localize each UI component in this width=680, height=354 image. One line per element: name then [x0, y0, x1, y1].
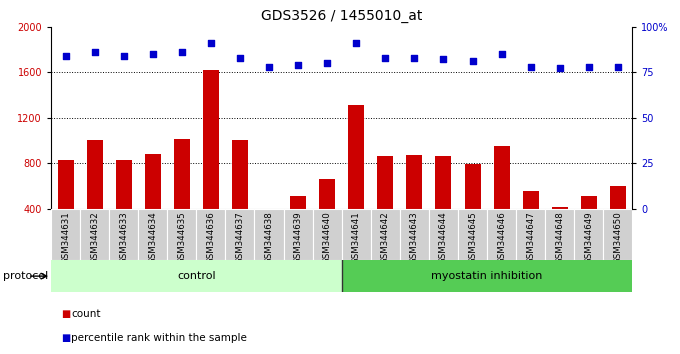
Point [60, 53, 71, 58]
Bar [581, 196, 597, 255]
Point [264, 64, 275, 69]
Point [89, 49, 100, 55]
Point [525, 64, 536, 69]
Point [467, 58, 478, 64]
Bar [574, 209, 603, 260]
Bar [603, 209, 632, 260]
Bar [284, 209, 313, 260]
Text: control: control [177, 271, 216, 281]
Text: GSM344649: GSM344649 [584, 211, 593, 264]
Bar [197, 209, 225, 260]
Text: myostatin inhibition: myostatin inhibition [431, 271, 543, 281]
Point [613, 64, 624, 69]
Bar [290, 196, 306, 255]
Text: ■: ■ [61, 309, 71, 319]
Bar [51, 209, 80, 260]
Bar [167, 209, 197, 260]
Bar [109, 209, 138, 260]
Text: GSM344646: GSM344646 [497, 211, 506, 264]
Text: GSM344633: GSM344633 [119, 211, 128, 264]
Point [148, 51, 158, 57]
Text: GSM344647: GSM344647 [526, 211, 535, 264]
Text: GSM344644: GSM344644 [439, 211, 448, 264]
Bar [116, 160, 132, 255]
Text: GSM344634: GSM344634 [148, 211, 157, 264]
Bar [174, 139, 190, 255]
Point [496, 51, 507, 57]
Bar [407, 155, 422, 255]
Text: GSM344641: GSM344641 [352, 211, 360, 264]
Text: GSM344640: GSM344640 [323, 211, 332, 264]
Bar [203, 70, 219, 255]
Bar [254, 209, 284, 260]
Point [438, 57, 449, 62]
Bar [348, 105, 364, 255]
Bar [51, 209, 632, 260]
Text: GSM344638: GSM344638 [265, 211, 273, 264]
Text: GSM344636: GSM344636 [207, 211, 216, 264]
Bar [225, 209, 254, 260]
Bar [516, 209, 545, 260]
Text: protocol: protocol [3, 271, 49, 281]
Bar [51, 260, 341, 292]
Bar [435, 156, 452, 255]
Point [118, 53, 129, 58]
Point [583, 64, 594, 69]
Title: GDS3526 / 1455010_at: GDS3526 / 1455010_at [261, 9, 422, 23]
Point [235, 55, 245, 61]
Bar [145, 154, 160, 255]
Bar [232, 141, 248, 255]
Bar [319, 179, 335, 255]
Bar [429, 209, 458, 260]
Point [351, 40, 362, 46]
Point [176, 49, 187, 55]
Bar [458, 209, 487, 260]
Bar [341, 260, 632, 292]
Bar [341, 209, 371, 260]
Bar [487, 209, 516, 260]
Text: ■: ■ [61, 333, 71, 343]
Bar [80, 209, 109, 260]
Bar [261, 211, 277, 255]
Bar [551, 207, 568, 255]
Text: GSM344637: GSM344637 [235, 211, 244, 264]
Text: GSM344635: GSM344635 [177, 211, 186, 264]
Bar [58, 160, 73, 255]
Text: percentile rank within the sample: percentile rank within the sample [71, 333, 248, 343]
Bar [313, 209, 341, 260]
Text: GSM344645: GSM344645 [468, 211, 477, 264]
Bar [400, 209, 429, 260]
Point [205, 40, 216, 46]
Point [409, 55, 420, 61]
Bar [523, 190, 539, 255]
Bar [86, 141, 103, 255]
Text: GSM344642: GSM344642 [381, 211, 390, 264]
Text: count: count [71, 309, 101, 319]
Bar [464, 164, 481, 255]
Text: GSM344648: GSM344648 [556, 211, 564, 264]
Point [380, 55, 391, 61]
Bar [138, 209, 167, 260]
Text: GSM344643: GSM344643 [410, 211, 419, 264]
Point [322, 60, 333, 66]
Text: GSM344639: GSM344639 [294, 211, 303, 264]
Bar [371, 209, 400, 260]
Bar [494, 146, 509, 255]
Text: GSM344631: GSM344631 [61, 211, 70, 264]
Text: GSM344650: GSM344650 [613, 211, 622, 264]
Point [292, 62, 303, 68]
Bar [545, 209, 574, 260]
Bar [377, 156, 393, 255]
Point [554, 65, 565, 71]
Bar [610, 186, 626, 255]
Text: GSM344632: GSM344632 [90, 211, 99, 264]
